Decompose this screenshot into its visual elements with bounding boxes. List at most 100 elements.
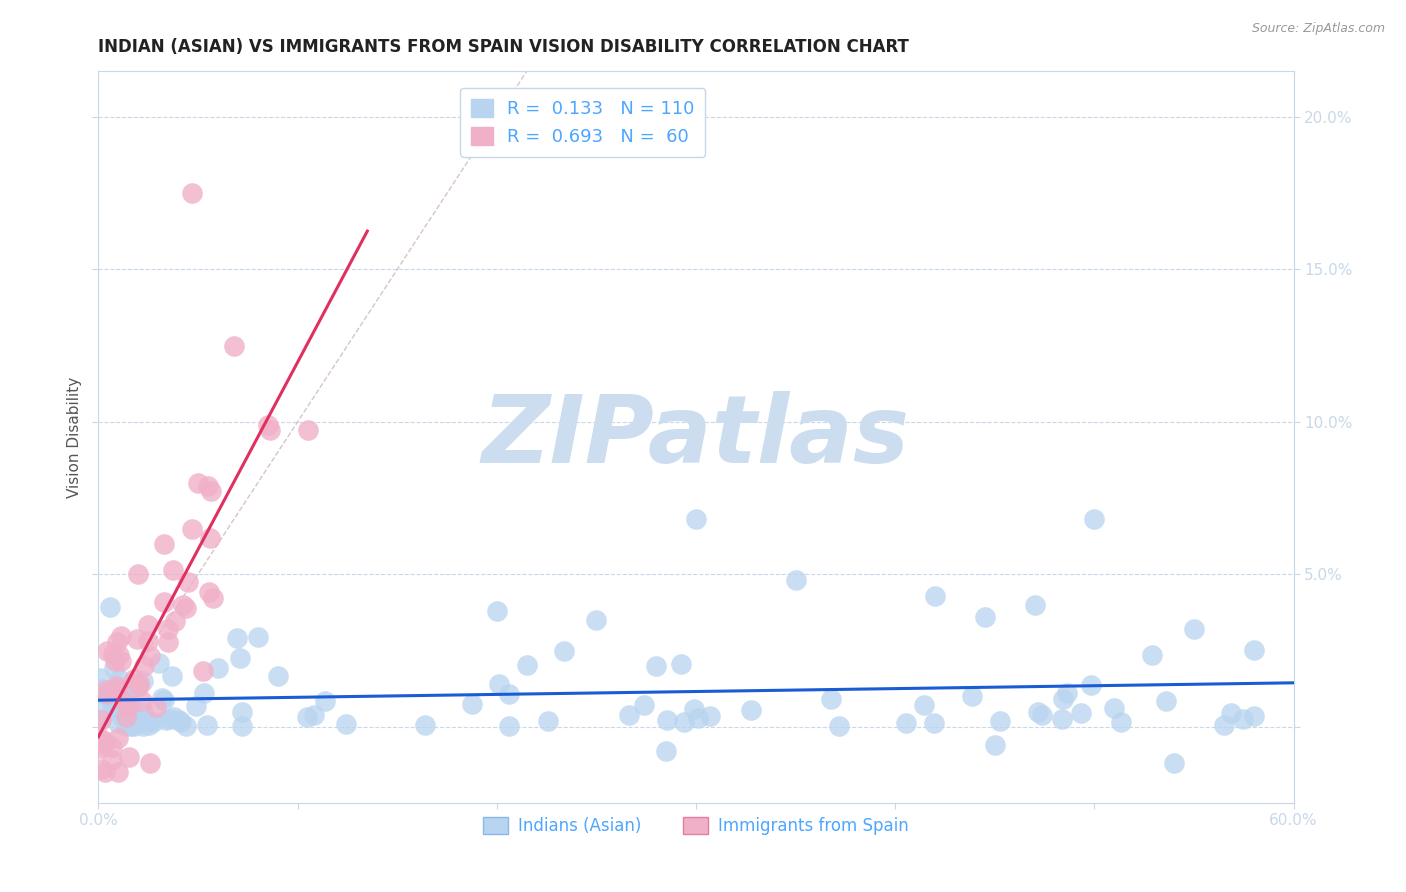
Point [107, 682, 129, 697]
Point [148, 656, 170, 670]
Point [488, 676, 510, 690]
Point [157, 622, 180, 636]
Point [922, 716, 945, 731]
Point [335, 716, 357, 731]
Point [103, 647, 125, 661]
Point [128, 679, 150, 693]
Point [107, 672, 129, 686]
Point [1243, 708, 1265, 723]
Point [138, 718, 160, 732]
Point [174, 601, 197, 615]
Point [515, 658, 537, 673]
Point [101, 700, 124, 714]
Point [984, 738, 1007, 752]
Point [207, 661, 229, 675]
Point [139, 756, 162, 770]
Point [152, 690, 174, 705]
Point [157, 635, 180, 649]
Point [127, 632, 149, 646]
Point [114, 701, 136, 715]
Point [114, 679, 136, 693]
Point [155, 714, 177, 728]
Point [498, 687, 520, 701]
Point [159, 712, 181, 726]
Point [93, 765, 115, 780]
Point [231, 706, 253, 720]
Point [184, 698, 207, 713]
Point [107, 715, 129, 730]
Point [89, 740, 111, 755]
Point [295, 710, 318, 724]
Point [259, 423, 281, 437]
Point [683, 701, 706, 715]
Point [820, 692, 842, 706]
Point [136, 618, 159, 632]
Point [120, 719, 142, 733]
Point [120, 698, 142, 712]
Point [170, 715, 193, 730]
Point [153, 595, 176, 609]
Point [128, 715, 150, 730]
Point [314, 693, 336, 707]
Point [90, 713, 112, 727]
Point [740, 703, 762, 717]
Point [131, 674, 153, 689]
Point [110, 654, 132, 668]
Point [122, 672, 145, 686]
Point [115, 706, 138, 720]
Point [105, 635, 128, 649]
Point [98, 600, 121, 615]
Point [180, 522, 202, 536]
Point [120, 683, 142, 698]
Point [1102, 701, 1125, 715]
Point [103, 661, 125, 675]
Point [585, 613, 607, 627]
Point [655, 713, 678, 727]
Point [633, 698, 655, 712]
Point [124, 681, 146, 695]
Point [1232, 712, 1254, 726]
Point [256, 417, 278, 432]
Point [145, 699, 167, 714]
Point [163, 710, 186, 724]
Point [912, 698, 935, 712]
Point [1163, 756, 1185, 771]
Point [132, 719, 155, 733]
Point [174, 719, 197, 733]
Point [828, 718, 851, 732]
Point [193, 686, 215, 700]
Point [125, 679, 148, 693]
Point [131, 705, 153, 719]
Point [672, 715, 695, 730]
Point [200, 483, 222, 498]
Point [118, 750, 141, 764]
Legend: Indians (Asian), Immigrants from Spain: Indians (Asian), Immigrants from Spain [477, 811, 915, 842]
Point [1243, 643, 1265, 657]
Point [135, 714, 157, 729]
Point [114, 710, 136, 724]
Point [90, 763, 112, 777]
Point [461, 697, 484, 711]
Point [121, 676, 143, 690]
Point [167, 713, 190, 727]
Point [187, 475, 209, 490]
Point [112, 694, 135, 708]
Point [302, 708, 325, 723]
Point [197, 479, 219, 493]
Point [1052, 712, 1074, 726]
Point [685, 512, 707, 526]
Point [1026, 705, 1049, 719]
Point [1070, 706, 1092, 720]
Point [96, 682, 118, 697]
Point [136, 633, 159, 648]
Point [124, 719, 146, 733]
Point [165, 615, 187, 629]
Point [131, 694, 153, 708]
Point [1182, 622, 1205, 636]
Point [1052, 692, 1074, 706]
Point [93, 697, 115, 711]
Point [1083, 512, 1105, 526]
Point [195, 718, 218, 732]
Point [162, 563, 184, 577]
Point [115, 719, 138, 733]
